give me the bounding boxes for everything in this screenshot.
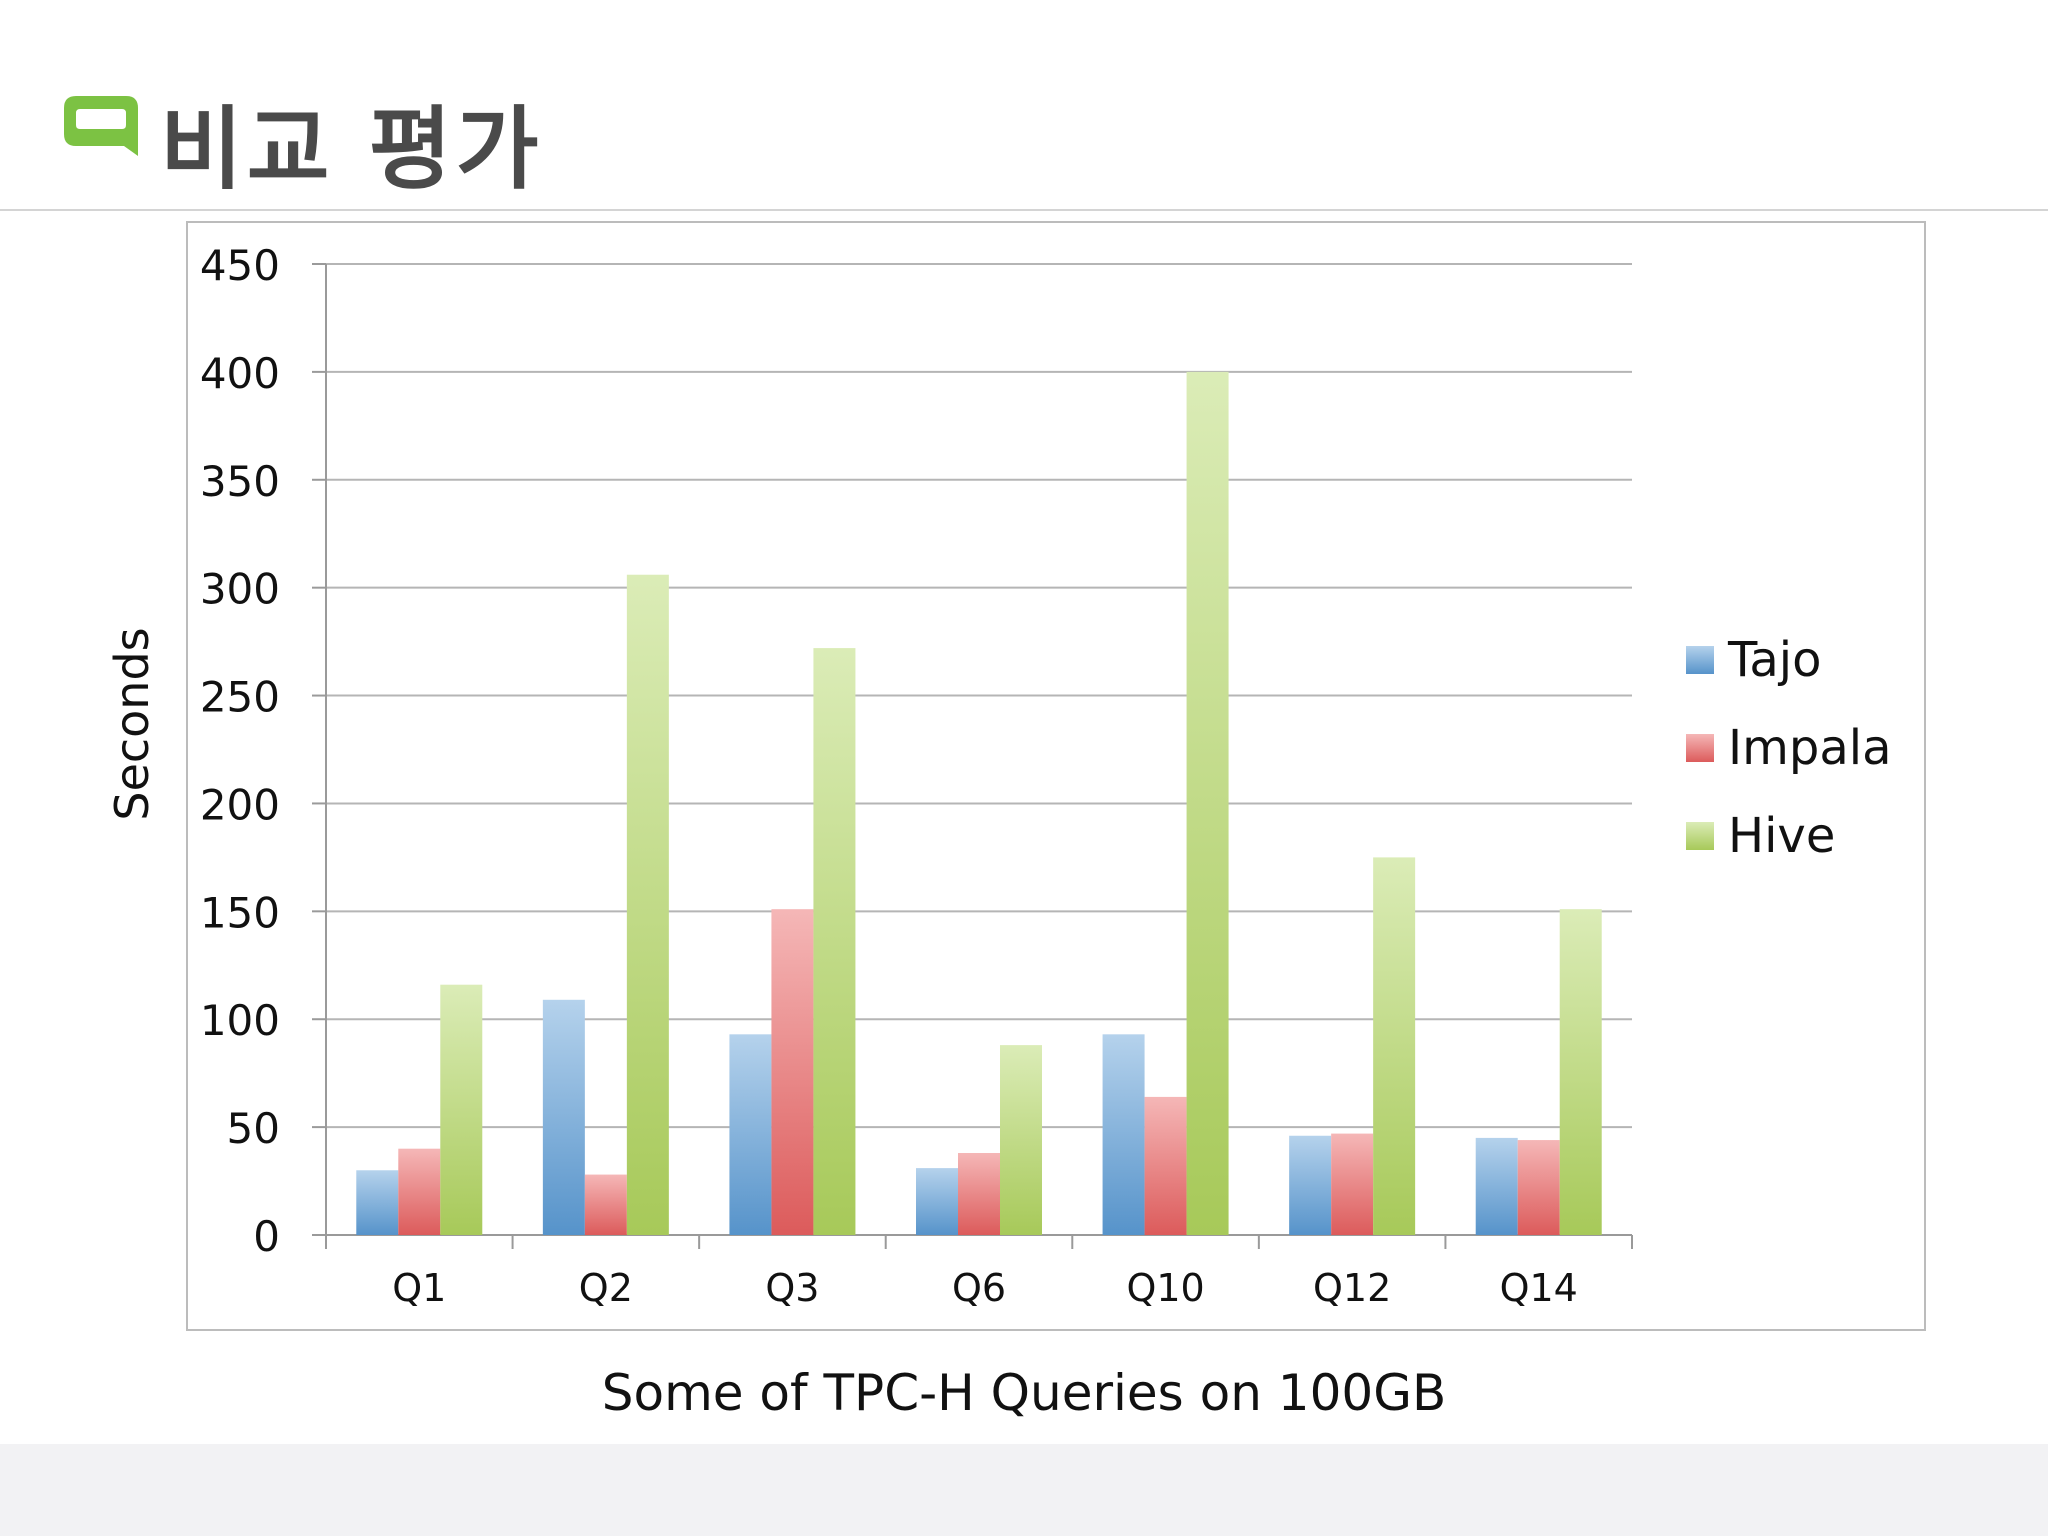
bar-hive-q10 <box>1186 371 1229 1235</box>
x-tick-label: Q14 <box>1500 1266 1578 1310</box>
legend-label-tajo: Tajo <box>1727 632 1822 688</box>
bar-tajo-q1 <box>356 1170 399 1235</box>
bar-hive-q1 <box>440 984 483 1235</box>
slide-title: 비교 평가 <box>160 97 543 202</box>
title-divider <box>0 209 2048 211</box>
y-tick-label: 50 <box>227 1104 280 1153</box>
bar-hive-q6 <box>1000 1045 1042 1235</box>
bar-tajo-q2 <box>542 999 585 1235</box>
legend-swatch-tajo <box>1686 646 1714 674</box>
bar-hive-q14 <box>1559 909 1602 1235</box>
legend-label-impala: Impala <box>1728 720 1892 776</box>
bar-tajo-q12 <box>1289 1135 1332 1235</box>
bar-tajo-q6 <box>916 1168 958 1235</box>
y-axis-label: Seconds <box>105 627 159 820</box>
x-tick-label: Q6 <box>952 1266 1006 1310</box>
bar-chart: 0 50 100 150 200 250 300 350 400 450 Q1 Q2 Q3 Q6 Q10 Q1… <box>105 241 1892 1310</box>
bar-impala-q6 <box>958 1153 1000 1235</box>
legend: Tajo Impala Hive <box>1686 632 1892 864</box>
y-tick-label: 250 <box>200 673 280 722</box>
bottom-band <box>0 1444 2048 1536</box>
bars <box>356 371 1602 1235</box>
bar-tajo-q10 <box>1102 1034 1145 1235</box>
legend-swatch-impala <box>1686 734 1714 762</box>
x-tick-label: Q12 <box>1313 1266 1391 1310</box>
chart-frame <box>186 221 1926 1331</box>
x-tick-label: Q3 <box>765 1266 819 1310</box>
speech-bubble-icon <box>64 96 138 156</box>
y-tick-label: 350 <box>200 457 280 506</box>
y-tick-label: 200 <box>200 780 280 829</box>
bar-tajo-q14 <box>1475 1137 1518 1235</box>
y-tick-label: 400 <box>200 349 280 398</box>
bar-tajo-q3 <box>729 1034 772 1235</box>
x-tick-label: Q2 <box>579 1266 633 1310</box>
axes <box>325 264 1633 1249</box>
bar-impala-q12 <box>1331 1133 1374 1235</box>
y-tick-label: 450 <box>200 241 280 290</box>
bar-impala-q10 <box>1144 1096 1187 1235</box>
chart-subtitle: Some of TPC-H Queries on 100GB <box>601 1364 1447 1422</box>
bar-hive-q12 <box>1373 857 1416 1235</box>
y-tick-label: 300 <box>200 565 280 614</box>
bar-impala-q2 <box>584 1174 627 1235</box>
bar-hive-q2 <box>626 574 669 1235</box>
y-tick-label: 150 <box>200 888 280 937</box>
bar-impala-q1 <box>398 1148 441 1235</box>
legend-swatch-hive <box>1686 822 1714 850</box>
y-tick-label: 0 <box>253 1212 280 1261</box>
slide: 비교 평가 0 50 100 150 200 250 300 350 400 450 Q1 Q2 Q3 Q… <box>0 96 2048 1422</box>
tick-labels: 0 50 100 150 200 250 300 350 400 450 Q1 Q2 Q3 Q6 Q10 Q1… <box>200 241 1578 1310</box>
legend-label-hive: Hive <box>1728 808 1835 864</box>
gridlines <box>312 263 1632 1236</box>
bar-impala-q14 <box>1517 1140 1560 1235</box>
bar-hive-q3 <box>813 648 856 1235</box>
x-tick-label: Q10 <box>1126 1266 1204 1310</box>
y-tick-label: 100 <box>200 996 280 1045</box>
bar-impala-q3 <box>771 909 814 1235</box>
x-tick-label: Q1 <box>392 1266 446 1310</box>
